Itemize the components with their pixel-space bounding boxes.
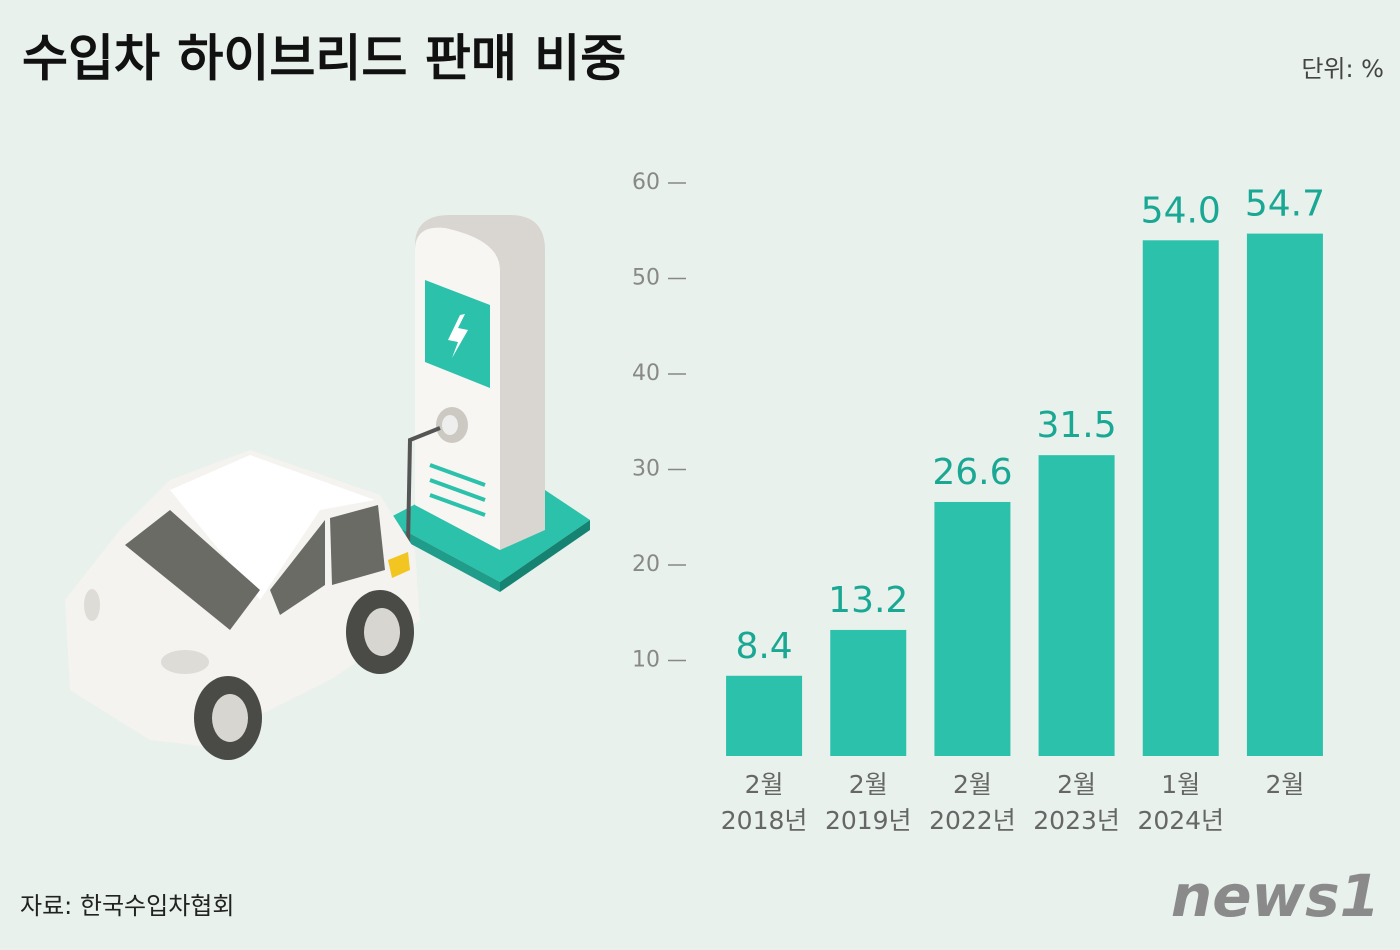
bar (1246, 233, 1323, 757)
x-tick-label: 2018년 (721, 806, 808, 835)
value-label: 31.5 (1037, 405, 1117, 446)
x-tick-label: 2023년 (1033, 806, 1120, 835)
y-tick-label: 60 (632, 170, 660, 195)
chart-title: 수입차 하이브리드 판매 비중 (22, 30, 626, 88)
y-tick-label: 20 (632, 552, 660, 577)
x-tick-label: 2022년 (929, 806, 1016, 835)
value-label: 54.7 (1245, 184, 1325, 225)
x-tick-label: 2019년 (825, 806, 912, 835)
x-tick-label: 2월 (745, 770, 784, 799)
illustration (65, 215, 590, 760)
bar (830, 629, 907, 756)
source: 자료: 한국수입차협회 (20, 892, 234, 920)
bar (726, 675, 803, 756)
x-tick-label: 2월 (849, 770, 888, 799)
bar (1038, 455, 1115, 756)
logo: news1 (1171, 862, 1380, 930)
bar (1142, 240, 1219, 757)
y-tick-label: 10 (632, 648, 660, 673)
x-tick-label: 2월 (953, 770, 992, 799)
x-tick-label: 2월 (1057, 770, 1096, 799)
value-label: 26.6 (932, 452, 1012, 493)
y-tick-label: 30 (632, 457, 660, 482)
value-label: 54.0 (1141, 190, 1221, 231)
y-tick-label: 40 (632, 361, 660, 386)
x-tick-label: 1월 (1161, 770, 1200, 799)
bar (934, 501, 1011, 756)
value-label: 8.4 (735, 626, 792, 667)
unit-label: 단위: % (1301, 55, 1384, 83)
value-label: 13.2 (828, 580, 908, 621)
x-tick-label: 2월 (1265, 770, 1304, 799)
y-tick-label: 50 (632, 266, 660, 291)
x-tick-label: 2024년 (1137, 806, 1224, 835)
